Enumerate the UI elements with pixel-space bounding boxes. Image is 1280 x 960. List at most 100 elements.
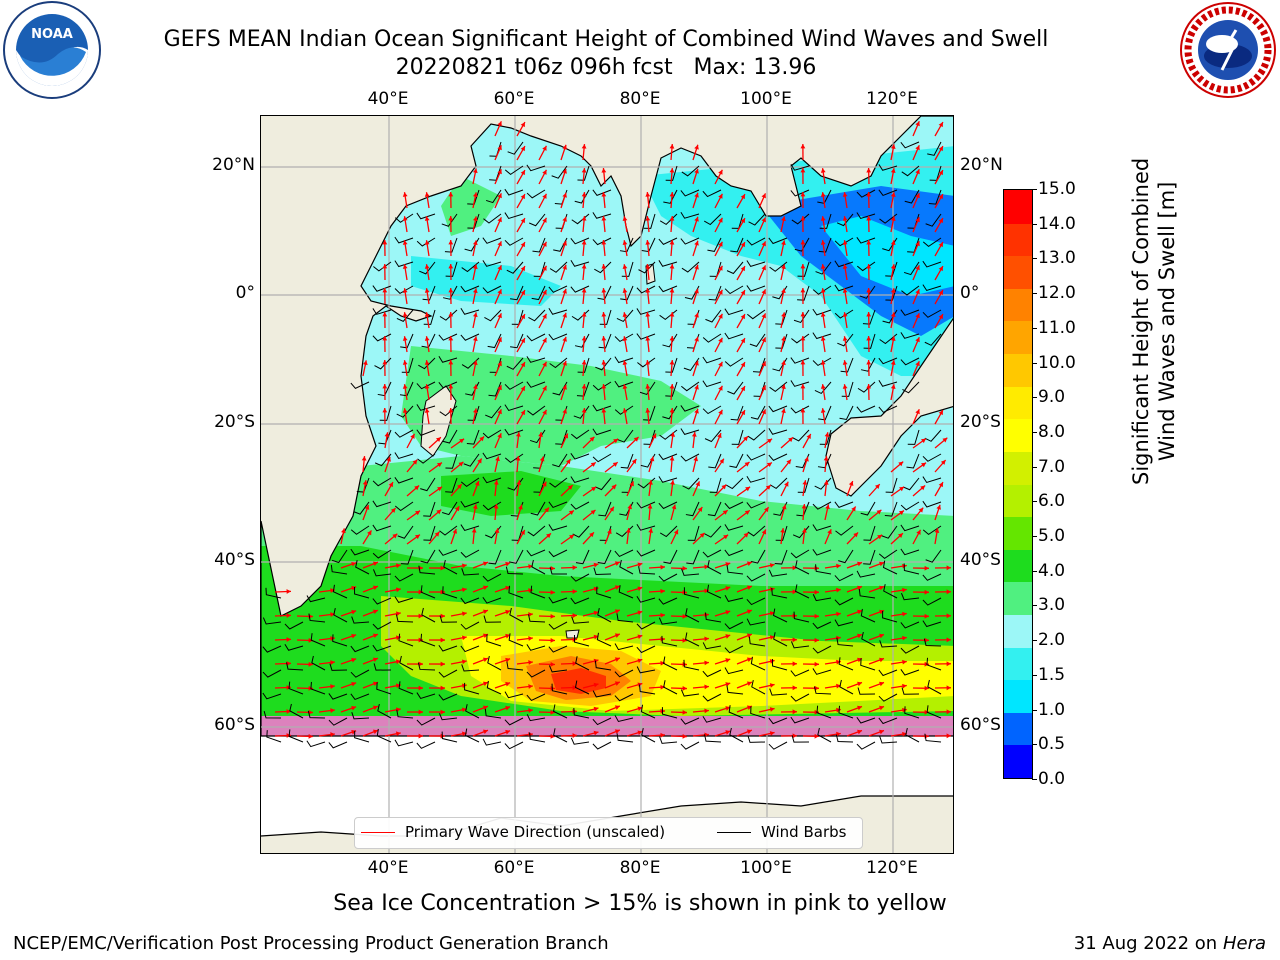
wind-barb	[373, 663, 392, 671]
wave-arrow-head	[518, 504, 523, 510]
wave-arrow-head	[820, 240, 826, 245]
wind-barb	[618, 585, 634, 599]
colorbar-segment	[1004, 646, 1032, 681]
wind-barb	[793, 611, 810, 623]
wind-barb	[707, 237, 722, 252]
wind-barb	[927, 141, 942, 156]
wind-barb	[614, 405, 634, 415]
wave-arrow-head	[800, 312, 806, 317]
wave-arrow-head	[946, 685, 951, 691]
wind-barb	[658, 260, 678, 267]
wind-barb	[839, 405, 854, 421]
wind-barb	[680, 428, 700, 435]
wind-barb	[417, 453, 436, 464]
wind-barb	[262, 692, 282, 700]
wind-barb	[488, 549, 502, 565]
wind-barb	[570, 501, 590, 510]
wind-barb	[638, 261, 656, 274]
wave-arrow-head	[569, 534, 575, 540]
wind-barb	[551, 165, 568, 179]
lon-tick-bottom: 100°E	[740, 858, 792, 878]
wind-barb	[485, 189, 502, 204]
wave-arrow-head	[454, 506, 460, 512]
wind-barb	[504, 428, 524, 436]
lat-tick-left: 60°S	[214, 715, 255, 735]
wind-barb	[724, 645, 744, 654]
wind-barb	[922, 620, 942, 628]
wave-arrow-head	[435, 437, 441, 442]
wind-barb	[924, 733, 942, 743]
wind-barb	[262, 669, 282, 678]
wave-arrow-head	[915, 409, 920, 415]
wave-arrow-head	[436, 462, 442, 468]
wave-arrow-head	[581, 216, 587, 221]
wave-arrow-head	[769, 731, 775, 736]
wind-barb	[857, 381, 876, 393]
wind-barb	[834, 309, 854, 319]
wave-arrow-head	[800, 336, 806, 341]
wave-arrow-head	[448, 192, 454, 197]
wind-barb	[840, 357, 854, 373]
wind-barb	[417, 662, 436, 671]
wave-arrow-head	[718, 217, 723, 223]
wind-barb	[548, 665, 568, 673]
wave-arrow-head	[528, 660, 533, 665]
wave-arrow-head	[704, 660, 709, 666]
wind-barb	[570, 737, 590, 745]
lon-tick-top: 40°E	[367, 89, 409, 109]
wave-arrow-head	[769, 611, 775, 616]
wind-barb	[461, 568, 480, 576]
wind-barb	[906, 453, 920, 469]
wind-barb	[420, 585, 436, 599]
wind-barb	[418, 565, 436, 575]
wave-arrow-head	[633, 436, 639, 442]
wave-arrow-head	[725, 562, 731, 567]
wind-barb	[460, 524, 480, 532]
wind-barb	[577, 165, 590, 181]
wave-arrow-head	[938, 146, 943, 152]
legend-wind-label: Wind Barbs	[761, 823, 847, 841]
wind-barb	[421, 607, 436, 623]
wave-arrow-head	[520, 386, 525, 392]
wave-arrow-head	[472, 384, 478, 390]
wind-barb	[883, 584, 898, 599]
wave-arrow-head	[924, 613, 929, 619]
wave-arrow-head	[494, 528, 500, 533]
wave-arrow-head	[800, 192, 806, 197]
wind-barb	[504, 212, 524, 220]
wind-barb	[396, 405, 414, 418]
wind-barb	[332, 584, 348, 599]
wind-barb	[526, 669, 546, 678]
wave-arrow-head	[629, 481, 634, 487]
wave-arrow-head	[382, 408, 388, 413]
colorbar-segment	[1004, 190, 1032, 224]
wave-arrow-head	[593, 658, 599, 664]
wind-barb	[394, 452, 414, 460]
wave-arrow-head	[520, 529, 525, 535]
wind-barb	[372, 524, 392, 532]
wave-arrow-head	[424, 312, 430, 317]
wind-barb	[445, 477, 458, 493]
wave-arrow-head	[572, 661, 577, 666]
wind-barb	[903, 563, 920, 575]
lon-tick-top: 80°E	[619, 89, 661, 109]
wind-barb	[526, 381, 546, 388]
sea-ice-caption: Sea Ice Concentration > 15% is shown in …	[333, 891, 947, 916]
wind-barb	[395, 614, 414, 623]
wind-barb	[416, 381, 436, 390]
wave-arrow-head	[694, 144, 699, 150]
wave-arrow-head	[693, 456, 698, 462]
wave-arrow-head	[902, 659, 907, 665]
colorbar-segment	[1004, 614, 1032, 648]
colorbar-tick-label: 10.0	[1032, 352, 1076, 373]
wave-arrow-head	[472, 240, 478, 246]
wave-arrow-head	[694, 312, 699, 318]
wind-barb	[856, 716, 876, 724]
wave-arrow-head	[915, 289, 920, 295]
wave-arrow-head	[528, 636, 533, 641]
wind-barb	[423, 525, 436, 541]
wave-arrow-head	[601, 384, 607, 389]
wave-arrow-head	[792, 733, 797, 739]
wind-barb	[289, 703, 304, 719]
wave-arrow-head	[567, 485, 573, 490]
